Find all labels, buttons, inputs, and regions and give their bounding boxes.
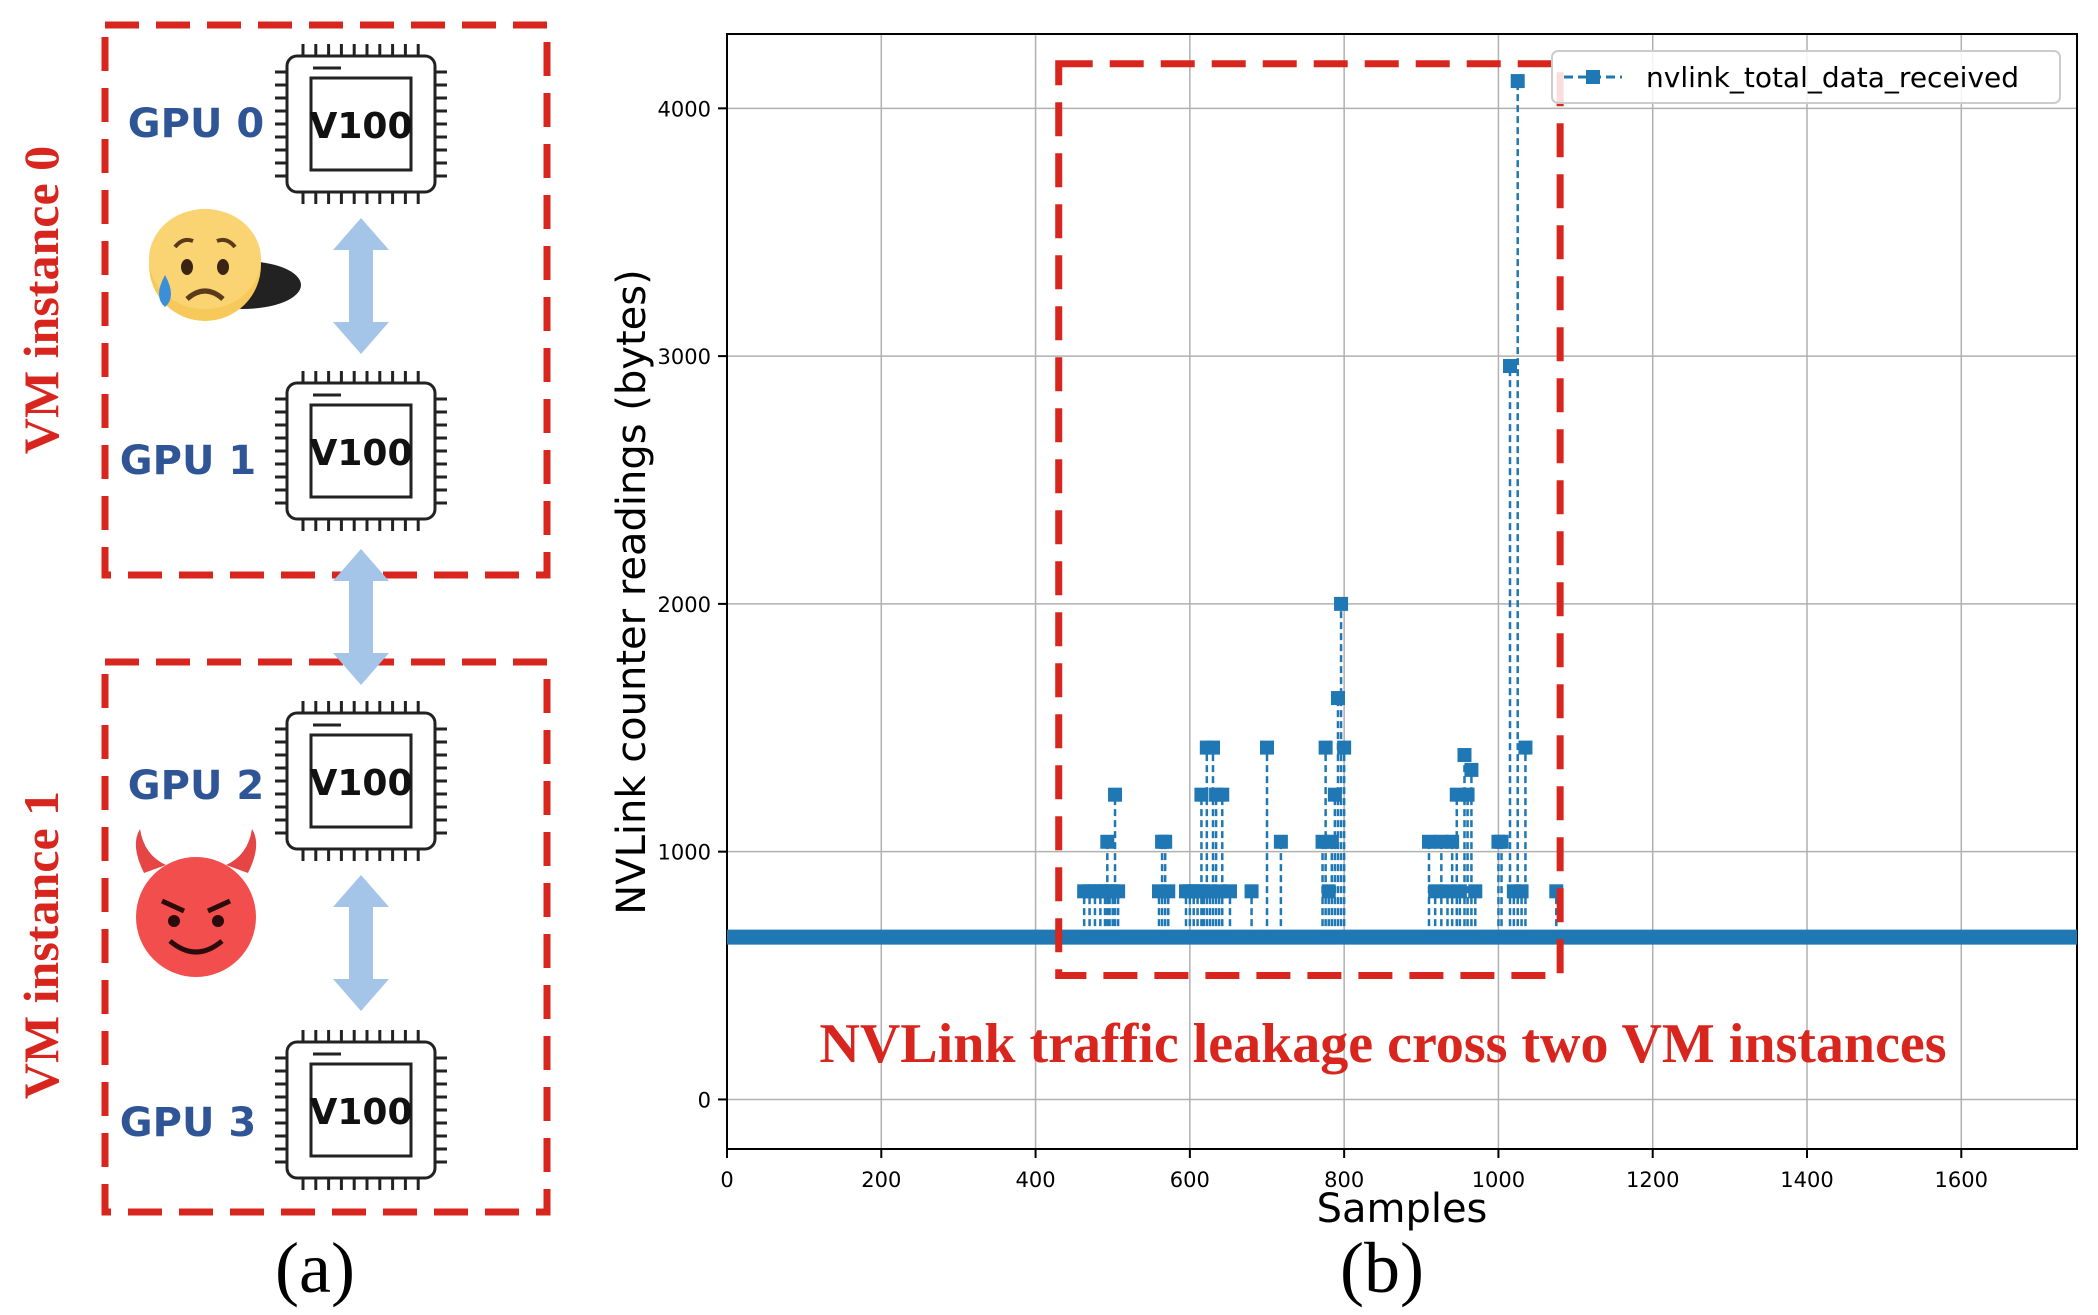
data-point [1212,884,1227,899]
gpu-chip-icon [275,371,447,531]
chip-label: V100 [309,106,412,147]
data-point [1273,834,1288,849]
y-tick-label: 2000 [658,593,711,617]
x-tick-label: 600 [1170,1168,1210,1192]
chip-label: V100 [309,1092,412,1133]
data-point [1464,762,1479,777]
data-point [1158,834,1173,849]
data-point [1108,787,1123,802]
chip-label: V100 [309,433,412,474]
y-tick-label: 1000 [658,841,711,865]
vm-instance-0-box [101,21,551,579]
data-point [1337,740,1352,755]
vm-instance-1-box [101,658,551,1216]
data-point [1206,740,1220,755]
vm-instance-1-label: VM instance 1 [13,791,69,1099]
x-tick-label: 200 [861,1168,901,1192]
gpu-label: GPU 0 [128,101,264,147]
data-point [1422,834,1436,849]
devil-face-icon [135,829,257,977]
data-point [1100,834,1115,849]
vm-instance-0-label: VM instance 0 [13,146,69,454]
nvlink-arrow-icon [333,549,389,685]
panel-a: VM instance 0 VM instance 1 V100 V100 V1… [13,21,551,1308]
data-point [1111,884,1126,899]
gpu-label: GPU 1 [120,438,256,484]
data-point [1510,74,1525,89]
data-point [1514,884,1529,899]
data-point [1440,884,1455,899]
chip-label: V100 [309,763,412,804]
data-point [1449,787,1464,802]
legend: nvlink_total_data_received [1551,50,2061,104]
x-tick-label: 400 [1016,1168,1056,1192]
y-tick-label: 3000 [658,345,711,369]
x-tick-label: 1000 [1472,1168,1525,1192]
legend-marker-icon [1586,70,1600,84]
chart-ticks: 0 200 400 600 800 1000 1200 1400 1600 0 1000 2000 30… [658,97,1988,1192]
data-point [1434,834,1449,849]
leakage-annotation: NVLink traffic leakage cross two VM inst… [819,1013,1946,1075]
chart-grid [726,34,2077,1149]
chart-series [727,74,2077,945]
x-axis-label: Samples [1317,1186,1488,1232]
x-tick-label: 1200 [1626,1168,1679,1192]
x-tick-label: 1600 [1935,1168,1988,1192]
data-point [1334,596,1349,611]
data-point [1457,748,1472,763]
gpu-chip-icon [275,44,447,204]
data-point [1445,834,1460,849]
gpu-chip-icon [275,701,447,861]
nvlink-arrow-icon [333,218,389,354]
legend-box [1551,50,2061,104]
data-point [1244,884,1259,899]
data-point [1330,691,1345,706]
caption-b: (b) [1340,1228,1424,1308]
data-point [1503,359,1517,374]
x-tick-label: 0 [720,1168,733,1192]
gpu-label: GPU 3 [120,1100,256,1146]
data-point [1468,884,1483,899]
y-tick-label: 4000 [658,97,711,121]
data-point [1518,740,1533,755]
data-point [1494,834,1509,849]
leakage-highlight-box [1055,60,1564,980]
data-point [1428,884,1443,899]
data-point [1452,884,1467,899]
y-axis-label: NVLink counter readings (bytes) [609,269,655,914]
data-point [1318,740,1333,755]
legend-label: nvlink_total_data_received [1646,61,2019,94]
worried-face-icon [149,209,301,321]
data-point [1460,787,1475,802]
panel-b: 0 200 400 600 800 1000 1200 1400 1600 0 1000 2000 30… [609,33,2078,1308]
gpu-chip-icon [275,1030,447,1190]
y-tick-label: 0 [698,1088,711,1112]
data-point [1222,884,1237,899]
x-tick-label: 800 [1324,1168,1364,1192]
caption-a: (a) [275,1228,355,1308]
data-point [1260,740,1274,755]
nvlink-arrow-icon [333,875,389,1011]
data-point [1215,787,1230,802]
x-tick-label: 1400 [1780,1168,1833,1192]
data-point [1321,884,1336,899]
data-point [1194,787,1209,802]
data-point [1324,834,1339,849]
data-point [1161,884,1176,899]
gpu-label: GPU 2 [128,763,264,809]
plot-area [726,33,2078,1150]
data-point [1327,787,1342,802]
